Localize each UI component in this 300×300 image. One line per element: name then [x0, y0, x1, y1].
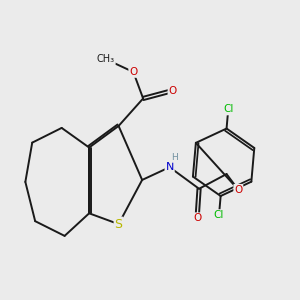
Text: N: N [165, 162, 174, 172]
Text: S: S [115, 218, 123, 231]
Text: O: O [234, 185, 242, 195]
Text: O: O [168, 85, 177, 96]
Text: Cl: Cl [214, 210, 224, 220]
Text: Cl: Cl [223, 104, 233, 115]
Text: O: O [129, 67, 137, 77]
Text: O: O [193, 213, 201, 223]
Text: H: H [171, 153, 177, 162]
Text: CH₃: CH₃ [97, 54, 115, 64]
